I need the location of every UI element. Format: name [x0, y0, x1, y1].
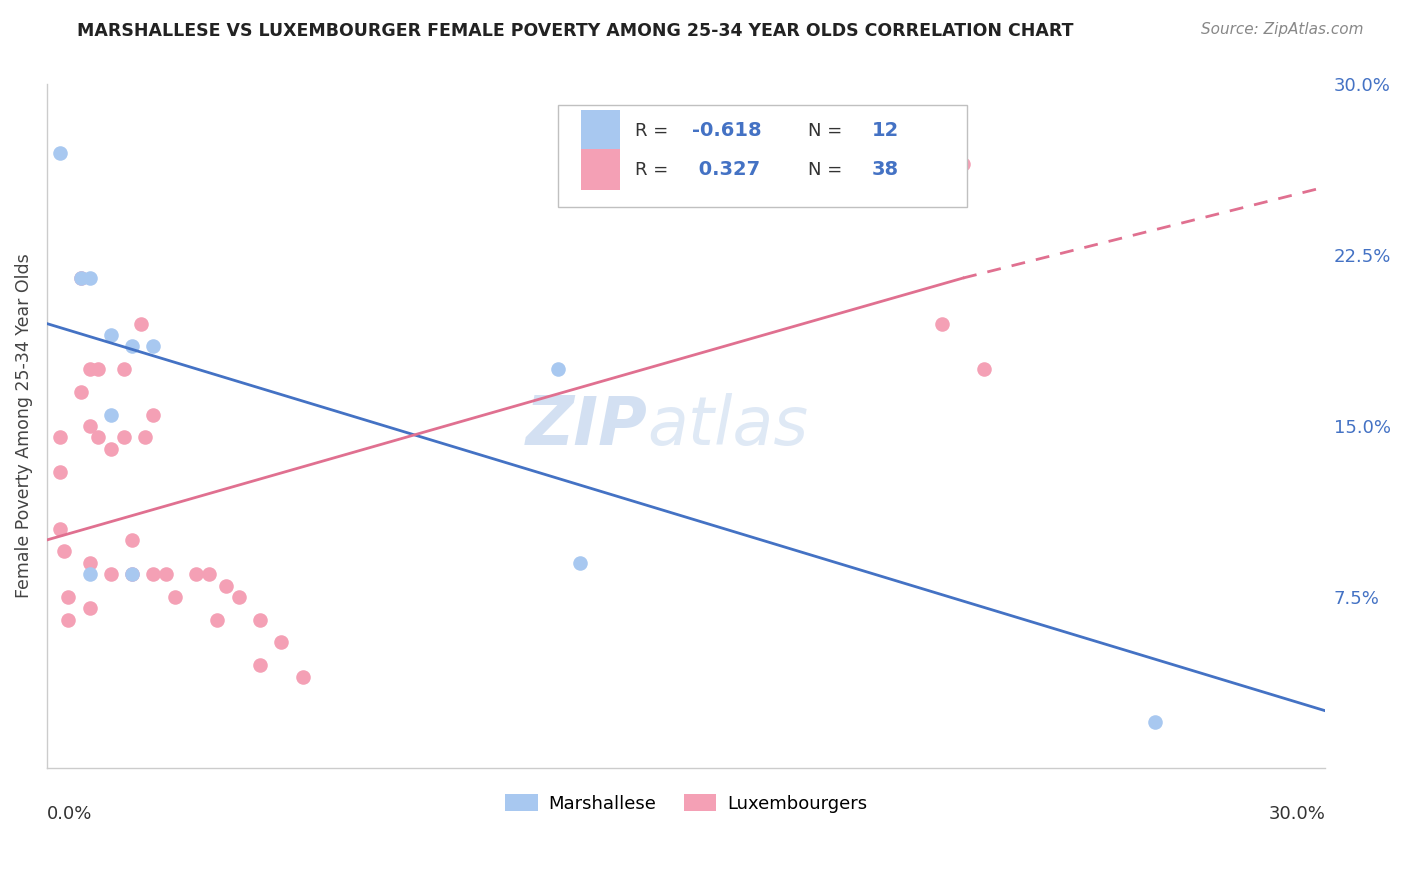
Bar	[581, 149, 620, 190]
Point	[142, 408, 165, 422]
Point	[228, 590, 250, 604]
Text: -0.618: -0.618	[693, 121, 762, 140]
Point	[70, 271, 93, 285]
Point	[79, 362, 101, 376]
Text: 38: 38	[872, 161, 898, 179]
Point	[48, 430, 70, 444]
Point	[87, 362, 110, 376]
Text: 30.0%: 30.0%	[1268, 805, 1326, 823]
Text: R =: R =	[636, 161, 673, 179]
Point	[100, 442, 122, 456]
Point	[58, 590, 80, 604]
Text: 12: 12	[872, 121, 898, 140]
Text: Source: ZipAtlas.com: Source: ZipAtlas.com	[1201, 22, 1364, 37]
Bar	[581, 111, 620, 152]
Point	[100, 408, 122, 422]
Point	[249, 613, 271, 627]
Point	[568, 556, 591, 570]
Point	[931, 317, 953, 331]
FancyBboxPatch shape	[558, 105, 967, 208]
Point	[48, 465, 70, 479]
Point	[198, 567, 221, 582]
Legend: Marshallese, Luxembourgers: Marshallese, Luxembourgers	[498, 787, 875, 820]
Point	[134, 430, 156, 444]
Text: MARSHALLESE VS LUXEMBOURGER FEMALE POVERTY AMONG 25-34 YEAR OLDS CORRELATION CHA: MARSHALLESE VS LUXEMBOURGER FEMALE POVER…	[77, 22, 1074, 40]
Y-axis label: Female Poverty Among 25-34 Year Olds: Female Poverty Among 25-34 Year Olds	[15, 253, 32, 599]
Point	[70, 384, 93, 399]
Point	[112, 430, 135, 444]
Point	[121, 567, 143, 582]
Point	[121, 533, 143, 547]
Text: atlas: atlas	[648, 393, 808, 459]
Point	[184, 567, 207, 582]
Point	[249, 658, 271, 673]
Point	[547, 362, 569, 376]
Text: ZIP: ZIP	[526, 393, 648, 459]
Point	[142, 339, 165, 353]
Point	[163, 590, 186, 604]
Text: N =: N =	[807, 122, 848, 140]
Point	[79, 556, 101, 570]
Point	[121, 567, 143, 582]
Point	[270, 635, 292, 649]
Point	[121, 339, 143, 353]
Text: R =: R =	[636, 122, 673, 140]
Text: N =: N =	[807, 161, 848, 179]
Point	[70, 271, 93, 285]
Point	[100, 567, 122, 582]
Point	[52, 544, 75, 558]
Text: 0.327: 0.327	[693, 161, 761, 179]
Point	[973, 362, 995, 376]
Point	[58, 613, 80, 627]
Point	[952, 157, 974, 171]
Point	[48, 522, 70, 536]
Point	[87, 430, 110, 444]
Point	[207, 613, 229, 627]
Point	[129, 317, 152, 331]
Point	[155, 567, 177, 582]
Point	[215, 578, 238, 592]
Point	[100, 328, 122, 343]
Point	[79, 567, 101, 582]
Point	[79, 601, 101, 615]
Point	[79, 419, 101, 434]
Point	[291, 670, 314, 684]
Point	[1143, 715, 1166, 730]
Point	[48, 145, 70, 160]
Point	[142, 567, 165, 582]
Point	[112, 362, 135, 376]
Point	[79, 271, 101, 285]
Text: 0.0%: 0.0%	[46, 805, 93, 823]
